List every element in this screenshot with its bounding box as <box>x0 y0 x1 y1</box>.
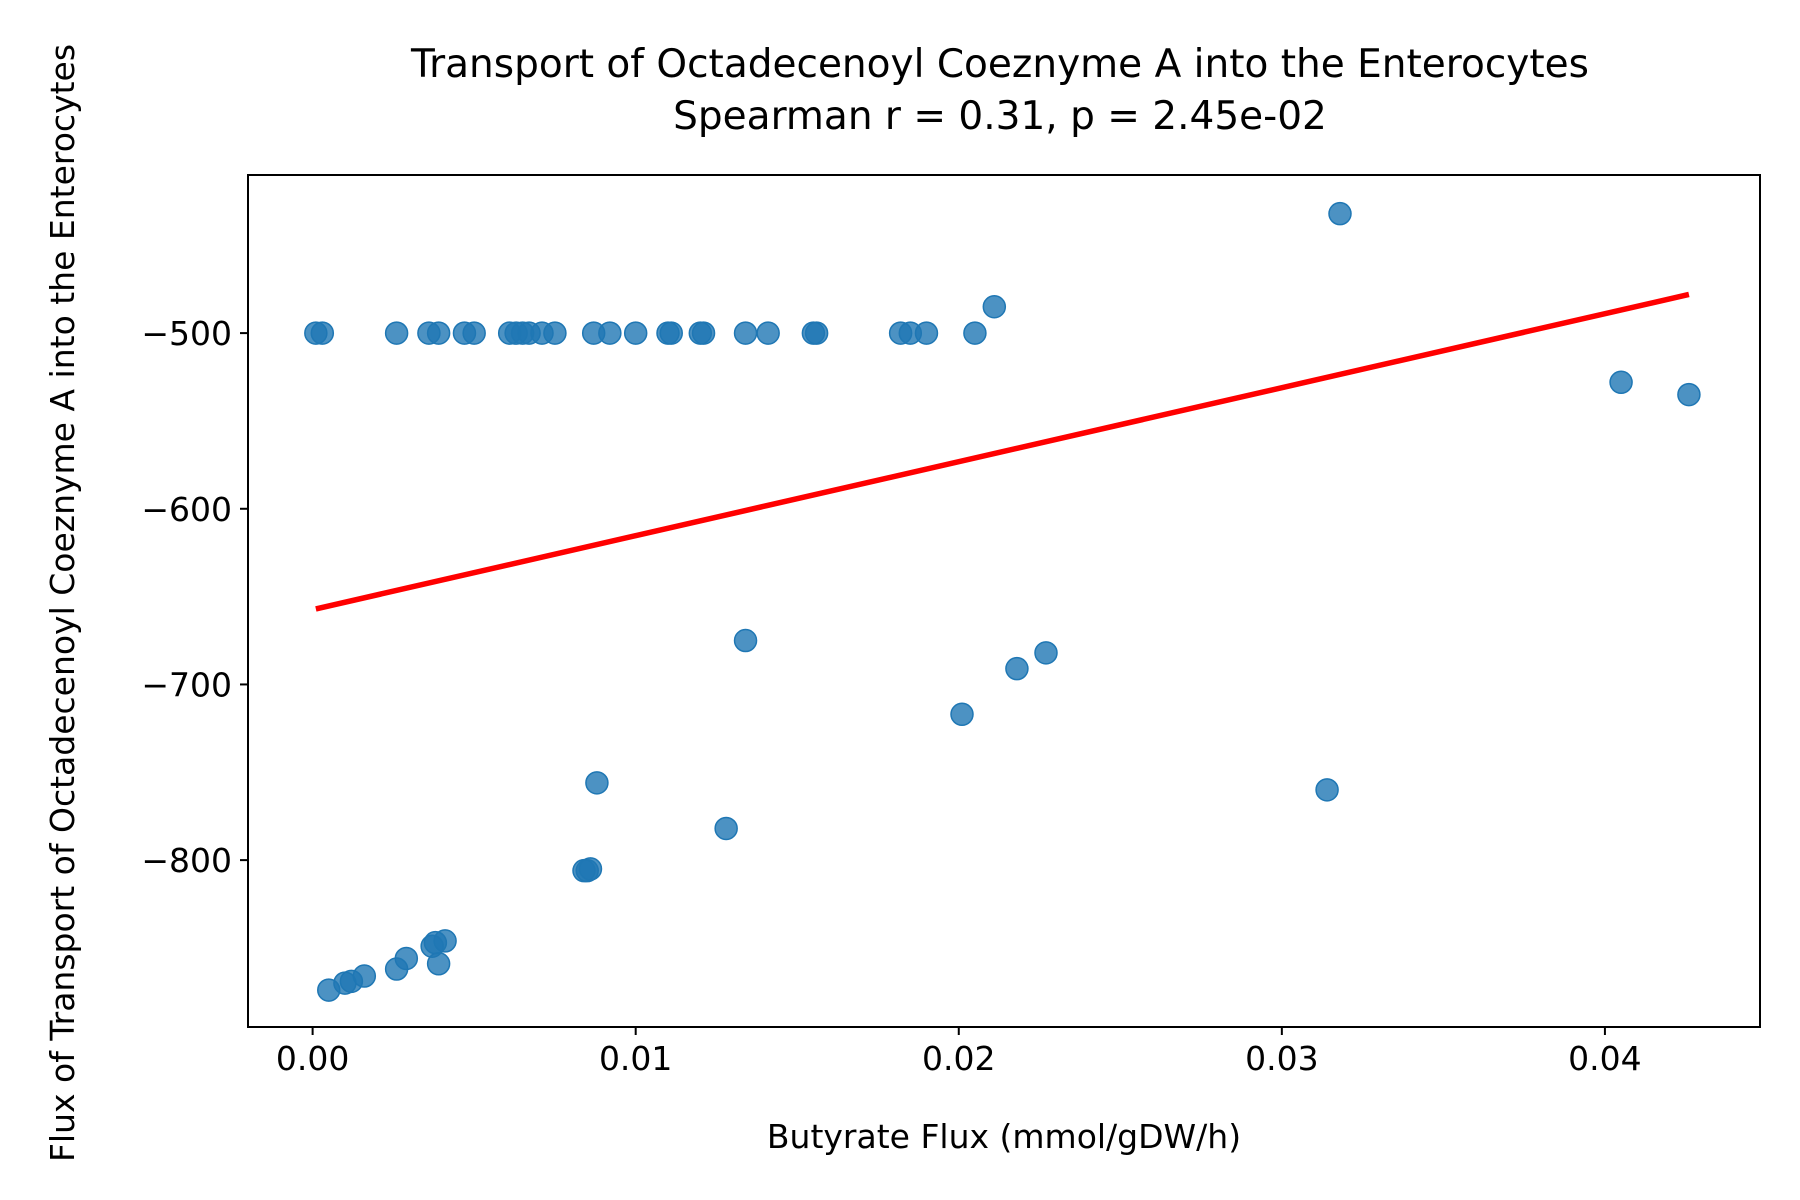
scatter-point <box>317 978 341 1002</box>
x-tick-label: 0.01 <box>599 1039 672 1078</box>
scatter-point <box>950 702 974 727</box>
scatter-point <box>543 321 567 345</box>
x-tick-label: 0.04 <box>1568 1039 1641 1078</box>
scatter-point <box>733 628 758 653</box>
scatter-point <box>733 321 758 345</box>
scatter-point <box>384 957 409 981</box>
y-axis-label: Flux of Transport of Octadecenoyl Coezny… <box>43 44 82 1162</box>
scatter-point <box>982 295 1007 319</box>
plot-area <box>304 201 1701 1002</box>
scatter-point <box>1034 641 1058 665</box>
scatter-point <box>384 321 409 345</box>
scatter-point <box>714 816 738 841</box>
scatter-point <box>1315 778 1339 802</box>
scatter-point <box>578 857 603 881</box>
scatter-point <box>804 321 829 345</box>
y-axis: −500 −600 −700 −800 <box>141 314 248 880</box>
scatter-point <box>1677 382 1701 407</box>
scatter-point <box>598 321 622 345</box>
scatter-point <box>585 771 609 795</box>
scatter-point <box>756 321 780 345</box>
scatter-point <box>310 321 335 345</box>
scatter-point <box>426 321 451 345</box>
chart-subtitle: Spearman r = 0.31, p = 2.45e-02 <box>673 94 1327 139</box>
x-axis: 0.00 0.01 0.02 0.03 0.04 <box>276 1027 1642 1078</box>
chart-title: Transport of Octadecenoyl Coeznyme A int… <box>410 42 1589 87</box>
regression-line <box>315 291 1690 612</box>
scatter-point <box>691 321 716 345</box>
scatter-point <box>426 952 451 976</box>
scatter-point <box>659 321 683 345</box>
plot-frame <box>247 174 1761 1028</box>
x-axis-label: Butyrate Flux (mmol/gDW/h) <box>767 1117 1241 1156</box>
x-tick-label: 0.03 <box>1245 1039 1318 1078</box>
y-tick-label: −500 <box>141 314 232 353</box>
scatter-point <box>963 321 987 345</box>
scatter-point <box>1005 656 1029 681</box>
y-tick-label: −800 <box>141 841 232 880</box>
scatter-point <box>914 321 939 345</box>
y-tick-label: −700 <box>141 665 232 704</box>
scatter-point <box>1328 201 1352 226</box>
scatter-point <box>1609 370 1633 395</box>
scatter-point <box>623 321 648 345</box>
x-tick-label: 0.02 <box>922 1039 995 1078</box>
x-tick-label: 0.00 <box>276 1039 349 1078</box>
scatter-point <box>462 321 486 345</box>
y-tick-label: −600 <box>141 490 232 529</box>
